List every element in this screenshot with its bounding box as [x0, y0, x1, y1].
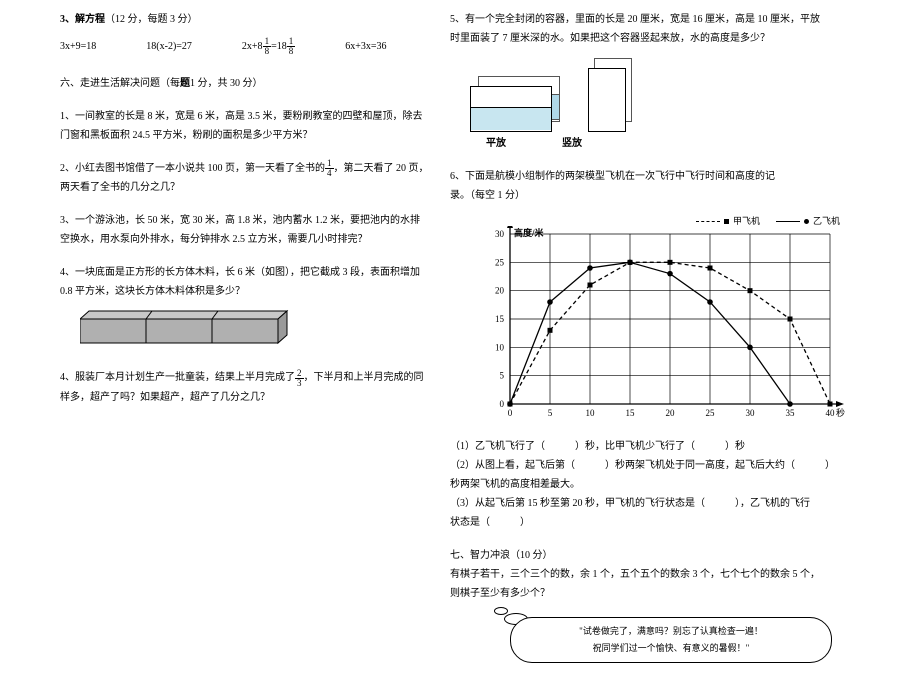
sub-q2b: 秒两架飞机的高度相差最大。 — [450, 475, 860, 494]
question-4: 4、一块底面是正方形的长方体木料，长 6 米（如图），把它截成 3 段，表面积增… — [60, 263, 430, 354]
svg-text:25: 25 — [495, 257, 505, 267]
question-2: 2、小红去图书馆借了一本小说共 100 页，第一天看了全书的14，第二天看了 2… — [60, 159, 430, 197]
sec6-rest: 1 分，共 30 分） — [190, 78, 263, 89]
svg-text:35: 35 — [786, 408, 796, 418]
eq-3: 2x+818=1818 — [242, 37, 295, 56]
svg-text:30: 30 — [746, 408, 756, 418]
svg-text:40: 40 — [826, 408, 836, 418]
section-7: 七、智力冲浪（10 分） 有棋子若干，三个三个的数，余 1 个，五个五个的数余 … — [450, 546, 860, 603]
cuboid-figure — [80, 307, 430, 354]
q5-a: 5、有一个完全封闭的容器，里面的长是 20 厘米，宽是 16 厘米，高是 10 … — [450, 10, 860, 29]
container-vertical — [588, 58, 630, 130]
chart-svg: 0 5 10 15 20 25 30 35 40 0 5 10 15 20 25 30 高度/米秒 — [474, 226, 860, 426]
q2-c: 两天看了全书的几分之几？ — [60, 178, 430, 197]
sub-q3b: 状态是（ ） — [450, 513, 860, 532]
q4-b: 0.8 平方米，这块长方体木料体积是多少？ — [60, 282, 430, 301]
q2-b: ，第二天看了 20 页， — [334, 163, 429, 174]
svg-text:15: 15 — [495, 314, 505, 324]
container-figure — [470, 58, 860, 130]
section-3: 3、解方程（12 分，每题 3 分） 3x+9=18 18(x-2)=27 2x… — [60, 10, 430, 56]
q5-b: 时里面装了 7 厘米深的水。如果把这个容器竖起来放，水的高度是多少？ — [450, 29, 860, 48]
sec3-title: 3、解方程 — [60, 14, 105, 25]
question-1: 1、一间教室的长是 8 米，宽是 6 米，高是 3.5 米，要粉刷教室的四壁和屋… — [60, 107, 430, 145]
svg-text:秒: 秒 — [836, 407, 845, 418]
left-column: 3、解方程（12 分，每题 3 分） 3x+9=18 18(x-2)=27 2x… — [60, 10, 430, 681]
question-6: 6、下面是航模小组制作的两架模型飞机在一次飞行中飞行时间和高度的记 录。（每空 … — [450, 167, 860, 532]
section-6-header: 六、走进生活解决问题（每题1 分，共 30 分） — [60, 74, 430, 93]
q45-b: ，下半月和上半月完成的同 — [304, 372, 424, 383]
sec6-title: 六、走进生活解决问题（每 — [60, 78, 180, 89]
svg-text:20: 20 — [495, 286, 505, 296]
q3-b: 空换水，用水泵向外排水，每分钟排水 2.5 立方米，需要几小时排完？ — [60, 230, 430, 249]
q45-c: 样多，超产了吗？如果超产，超产了几分之几？ — [60, 388, 430, 407]
q6-a: 6、下面是航模小组制作的两架模型飞机在一次飞行中飞行时间和高度的记 — [450, 167, 860, 186]
eq-1: 3x+9=18 — [60, 37, 96, 56]
q1-line1: 1、一间教室的长是 8 米，宽是 6 米，高是 3.5 米，要粉刷教室的四壁和屋… — [60, 107, 430, 126]
q4-a: 4、一块底面是正方形的长方体木料，长 6 米（如图），把它截成 3 段，表面积增… — [60, 263, 430, 282]
svg-text:0: 0 — [500, 399, 505, 409]
q3-a: 3、一个游泳池，长 50 米，宽 30 米，高 1.8 米，池内蓄水 1.2 米… — [60, 211, 430, 230]
svg-text:30: 30 — [495, 229, 505, 239]
question-5: 5、有一个完全封闭的容器，里面的长是 20 厘米，宽是 16 厘米，高是 10 … — [450, 10, 860, 153]
q1-line2: 门窗和黑板面积 24.5 平方米，粉刷的面积是多少平方米？ — [60, 126, 430, 145]
q2-a: 2、小红去图书馆借了一本小说共 100 页，第一天看了全书的 — [60, 163, 325, 174]
question-4b: 4、服装厂本月计划生产一批童装，结果上半月完成了23，下半月和上半月完成的同 样… — [60, 368, 430, 406]
svg-text:25: 25 — [706, 408, 716, 418]
right-column: 5、有一个完全封闭的容器，里面的长是 20 厘米，宽是 16 厘米，高是 10 … — [450, 10, 860, 681]
svg-text:5: 5 — [548, 408, 553, 418]
container-flat — [470, 76, 558, 130]
svg-text:5: 5 — [500, 371, 505, 381]
speech-bubble: "试卷做完了，满意吗？别忘了认真检查一遍！ 祝同学们过一个愉快、有意义的暑假！" — [510, 617, 830, 681]
svg-text:20: 20 — [666, 408, 676, 418]
sec6-bold: 题 — [180, 78, 190, 89]
label-flat: 平放 — [486, 134, 506, 153]
svg-text:高度/米: 高度/米 — [514, 227, 545, 238]
sub-q3a: （3）从起飞后第 15 秒至第 20 秒，甲飞机的飞行状态是（ ），乙飞机的飞行 — [450, 494, 860, 513]
svg-text:0: 0 — [508, 408, 513, 418]
eq-4: 6x+3x=36 — [345, 37, 386, 56]
flight-chart: 甲飞机 乙飞机 0510152025303540051015202530高度/米… — [474, 213, 860, 433]
sec7-title: 七、智力冲浪（10 分） — [450, 546, 860, 565]
equation-row: 3x+9=18 18(x-2)=27 2x+818=1818 6x+3x=36 — [60, 37, 430, 56]
svg-text:15: 15 — [626, 408, 636, 418]
label-vert: 竖放 — [562, 134, 582, 153]
sub-q2a: （2）从图上看，起飞后第（ ）秒两架飞机处于同一高度，起飞后大约（ ） — [450, 456, 860, 475]
q45-a: 4、服装厂本月计划生产一批童装，结果上半月完成了 — [60, 372, 295, 383]
sec7-q2: 则棋子至少有多少个？ — [450, 584, 860, 603]
bubble-text: "试卷做完了，满意吗？别忘了认真检查一遍！ 祝同学们过一个愉快、有意义的暑假！" — [510, 617, 832, 663]
container-labels: 平放 竖放 — [486, 134, 860, 153]
sec7-q1: 有棋子若干，三个三个的数，余 1 个，五个五个的数余 3 个，七个七个的数余 5… — [450, 565, 860, 584]
svg-text:10: 10 — [586, 408, 596, 418]
cuboid-svg — [80, 307, 290, 347]
sub-q1: （1）乙飞机飞行了（ ）秒，比甲飞机少飞行了（ ）秒 — [450, 437, 860, 456]
question-3: 3、一个游泳池，长 50 米，宽 30 米，高 1.8 米，池内蓄水 1.2 米… — [60, 211, 430, 249]
q6-b: 录。（每空 1 分） — [450, 186, 860, 205]
eq-2: 18(x-2)=27 — [146, 37, 192, 56]
sec3-score: （12 分，每题 3 分） — [105, 14, 198, 25]
svg-text:10: 10 — [495, 342, 505, 352]
